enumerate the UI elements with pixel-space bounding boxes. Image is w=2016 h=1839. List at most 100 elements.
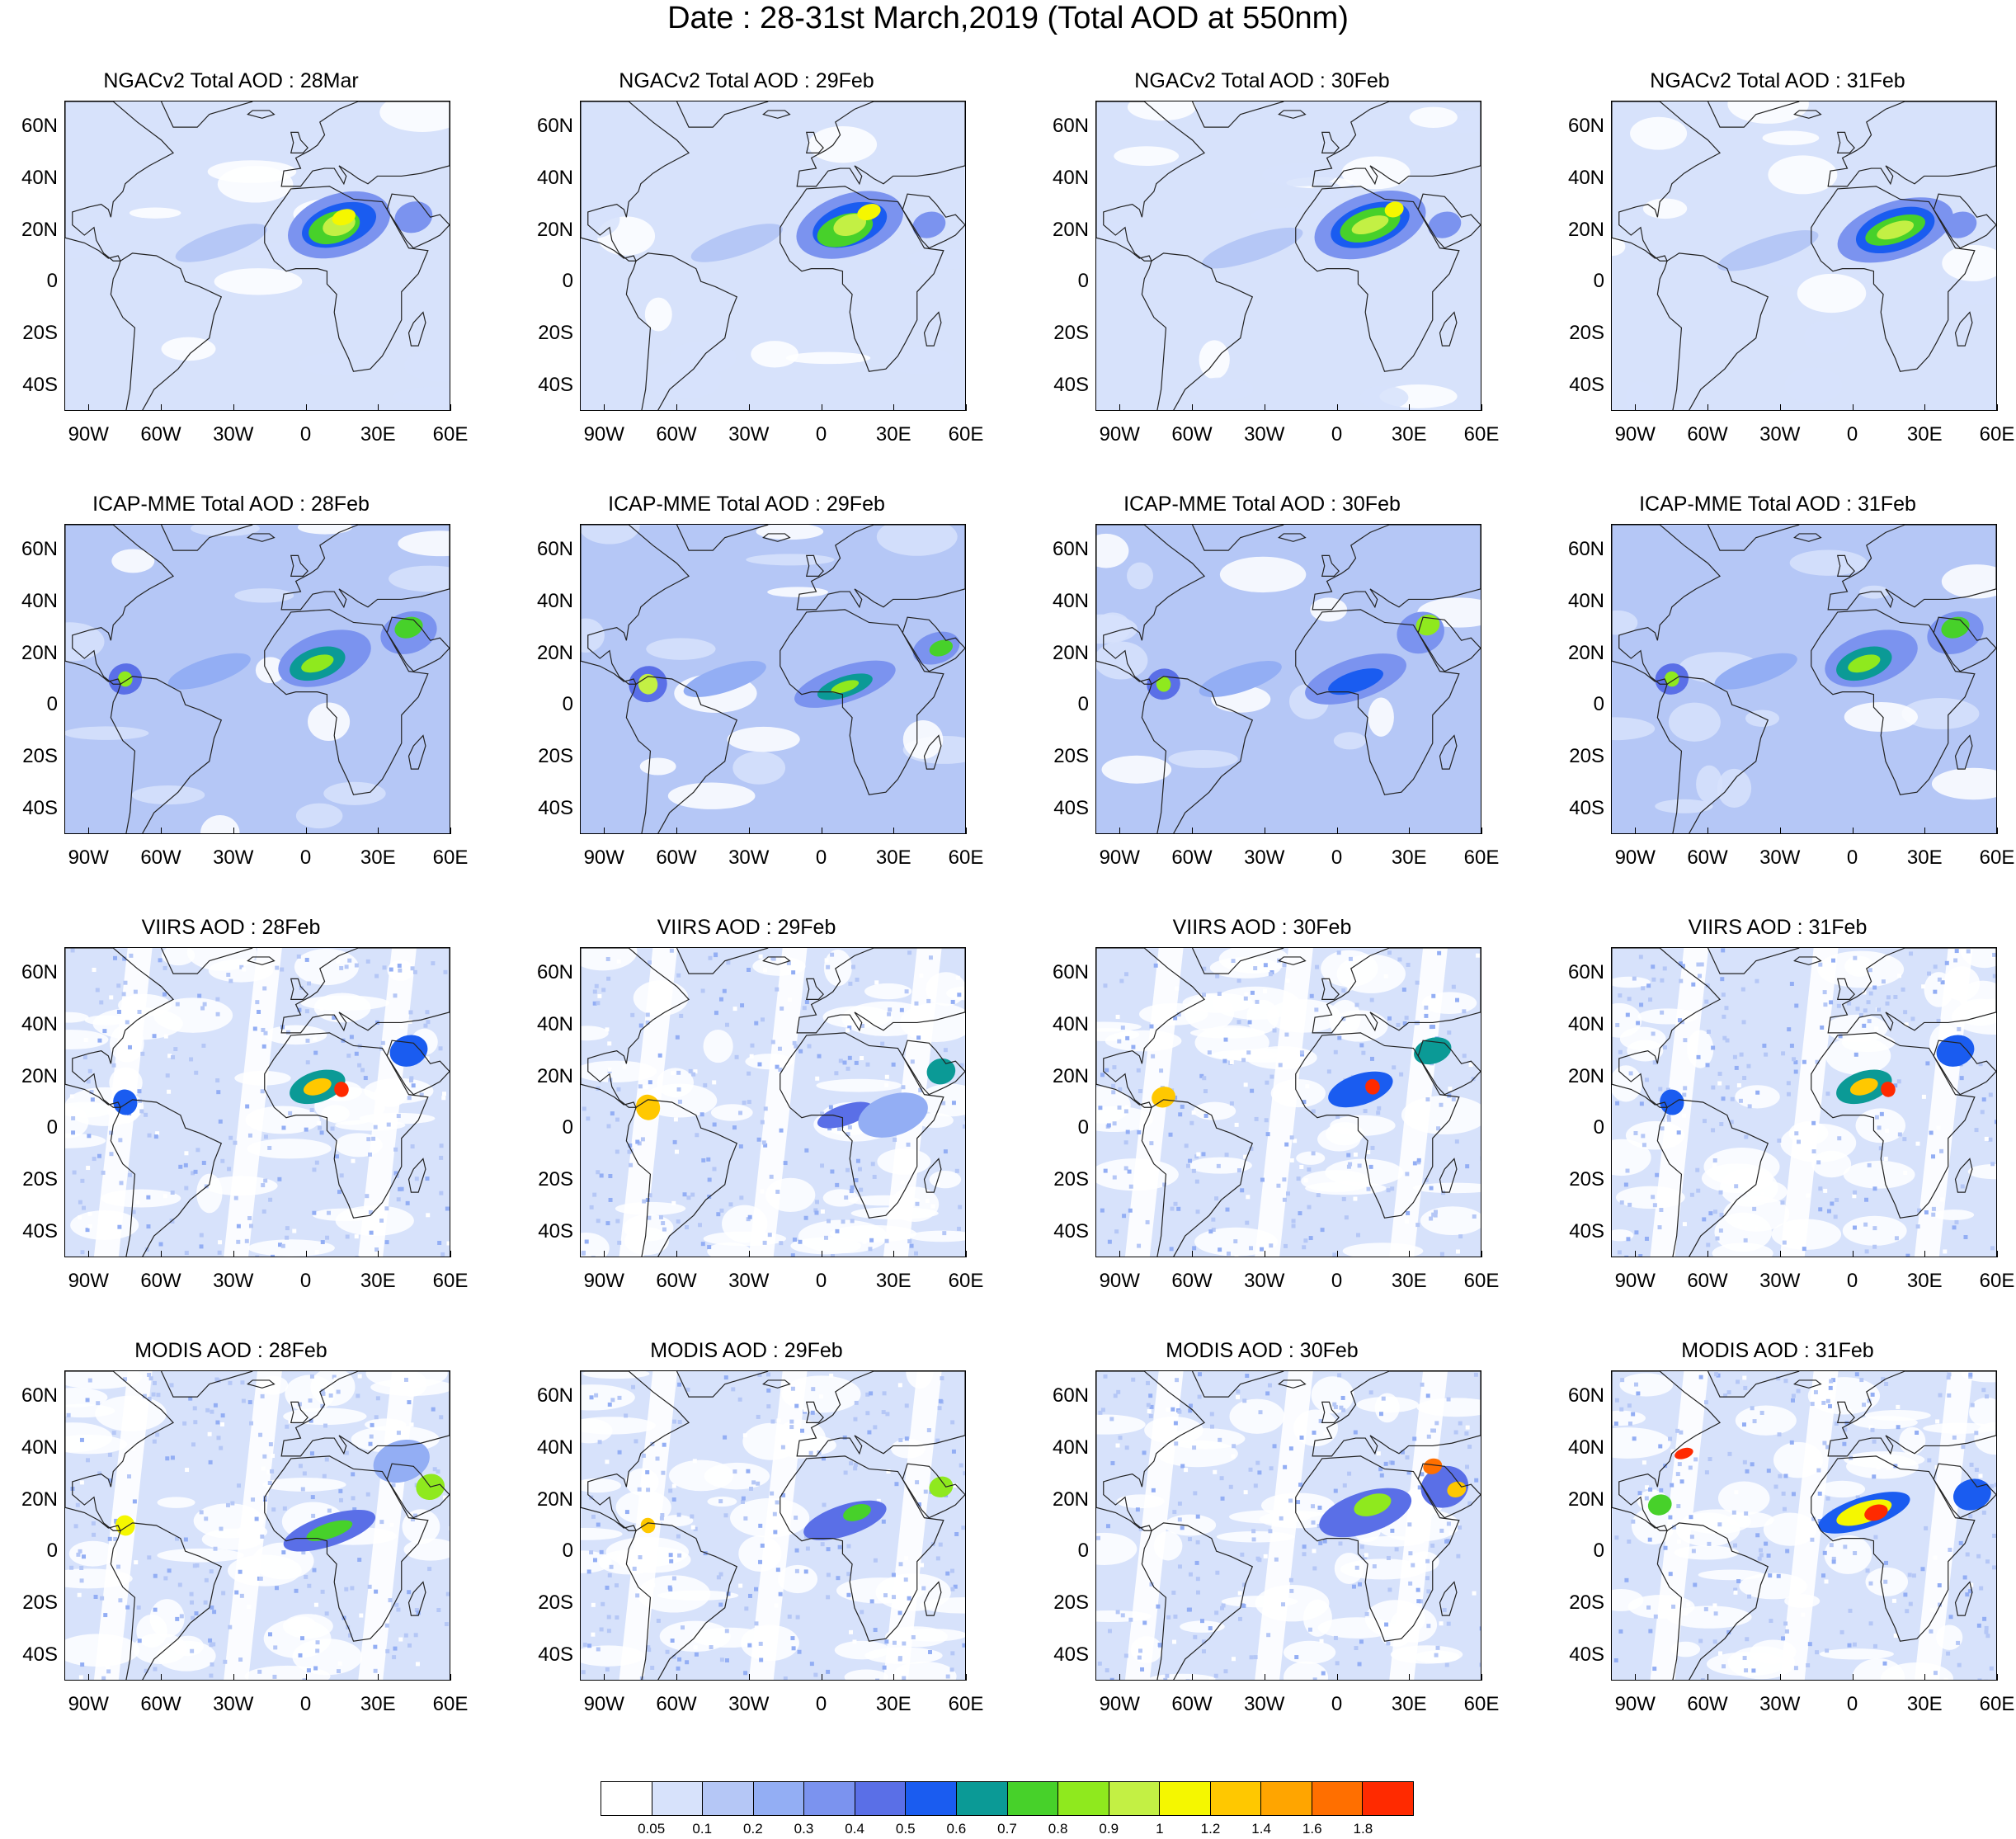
aod-map bbox=[580, 947, 966, 1257]
lat-tick-label: 40S bbox=[1569, 1643, 1604, 1666]
coastline-iceland bbox=[762, 110, 791, 119]
lon-tick-mark bbox=[676, 1674, 677, 1681]
coastline-uk bbox=[1836, 131, 1855, 153]
aerosol-plumes bbox=[108, 611, 437, 695]
lon-tick-label: 60E bbox=[432, 1270, 469, 1292]
colorbar-swatch bbox=[1109, 1782, 1161, 1815]
coastlines bbox=[1612, 1371, 1996, 1680]
coastline-uk bbox=[1321, 131, 1340, 153]
coastline-europe bbox=[796, 525, 965, 611]
aod-map bbox=[580, 1370, 966, 1681]
lon-tick-mark bbox=[1924, 1674, 1926, 1681]
coastline-uk bbox=[805, 978, 824, 1000]
map-panel: NGACv2 Total AOD : 29Feb 60N 40N 20N 0 20S 40S… bbox=[516, 68, 983, 472]
panel-title: NGACv2 Total AOD : 30Feb bbox=[1134, 69, 1390, 92]
lon-tick-label: 0 bbox=[299, 423, 312, 446]
map-panel: VIIRS AOD : 31Feb 60N 40N 20N 0 20S 40S 90W 60W 3… bbox=[1547, 914, 2014, 1318]
colorbar-swatch bbox=[753, 1782, 805, 1815]
lon-tick-label: 0 bbox=[299, 846, 312, 869]
coastline-europe bbox=[1312, 525, 1481, 611]
lat-tick-label: 20N bbox=[21, 1488, 58, 1511]
satellite-swath-gaps bbox=[1650, 1371, 1973, 1680]
lon-tick-label: 0 bbox=[299, 1270, 312, 1292]
aod-field bbox=[581, 948, 965, 1257]
coastline-iceland bbox=[247, 1379, 276, 1389]
lon-tick-mark bbox=[1779, 828, 1781, 834]
coastline-madagascar bbox=[1439, 734, 1458, 770]
colorbar-swatch bbox=[956, 1782, 1008, 1815]
lon-tick-mark bbox=[604, 404, 605, 411]
lon-tick-mark bbox=[604, 1674, 605, 1681]
map-panel: VIIRS AOD : 29Feb 60N 40N 20N 0 20S 40S 90W 60W 3… bbox=[516, 914, 983, 1318]
lon-tick-mark bbox=[233, 1251, 234, 1257]
lon-tick-label: 60E bbox=[1979, 423, 2015, 446]
lon-tick-mark bbox=[1119, 828, 1121, 834]
coastlines bbox=[581, 948, 965, 1257]
lat-tick-label: 60N bbox=[536, 115, 573, 138]
clean-air-regions bbox=[1612, 549, 1996, 813]
lon-tick-label: 30W bbox=[1759, 846, 1801, 869]
lon-tick-mark bbox=[1924, 404, 1926, 411]
coastline-south-america bbox=[625, 676, 738, 833]
coastline-south-america bbox=[1656, 676, 1769, 833]
lon-tick-mark bbox=[1635, 404, 1637, 411]
lon-tick-label: 60W bbox=[1687, 1270, 1728, 1292]
lat-tick-label: 0 bbox=[562, 270, 573, 293]
lon-tick-label: 90W bbox=[68, 1693, 109, 1715]
aod-field bbox=[581, 1371, 965, 1680]
lon-tick-mark bbox=[1192, 404, 1193, 411]
lat-tick-label: 60N bbox=[21, 961, 58, 984]
coastline-madagascar bbox=[1439, 311, 1458, 347]
coastline-madagascar bbox=[923, 311, 942, 347]
lon-tick-mark bbox=[966, 404, 967, 411]
coastline-iceland bbox=[762, 956, 791, 965]
lat-tick-label: 40N bbox=[536, 1436, 573, 1459]
coastline-south-america bbox=[1141, 1522, 1254, 1680]
lat-tick-label: 20N bbox=[1052, 1488, 1089, 1511]
lat-tick-label: 40N bbox=[21, 167, 58, 189]
lon-tick-label: 60E bbox=[432, 846, 469, 869]
coastline-iceland bbox=[247, 533, 276, 542]
coastline-greenland bbox=[676, 1371, 769, 1398]
pixel-speckle bbox=[581, 1372, 965, 1680]
coastline-south-america bbox=[1656, 1099, 1769, 1257]
lon-tick-label: 30W bbox=[1244, 423, 1285, 446]
coastline-africa bbox=[780, 1455, 944, 1642]
lon-tick-mark bbox=[748, 1674, 750, 1681]
coastline-africa bbox=[1811, 609, 1976, 795]
coastlines bbox=[1096, 948, 1481, 1257]
lon-tick-mark bbox=[88, 1674, 90, 1681]
lat-tick-label: 20S bbox=[22, 745, 58, 767]
coastline-europe bbox=[1312, 948, 1481, 1034]
colorbar-label: 1.8 bbox=[1353, 1821, 1373, 1837]
lon-tick-label: 30W bbox=[1759, 423, 1801, 446]
lon-tick-mark bbox=[1409, 404, 1411, 411]
lat-tick-label: 0 bbox=[1077, 270, 1089, 293]
aerosol-plumes bbox=[1660, 1035, 1975, 1115]
lon-tick-mark bbox=[450, 404, 451, 411]
pixel-speckle bbox=[68, 948, 450, 1257]
lat-tick-label: 20N bbox=[536, 218, 573, 241]
map-panel: NGACv2 Total AOD : 28Mar 60N 40N 20N 0 20S 40S… bbox=[0, 68, 468, 472]
coastline-uk bbox=[1321, 978, 1340, 1000]
panel-title: MODIS AOD : 31Feb bbox=[1681, 1339, 1874, 1362]
lon-tick-mark bbox=[1409, 1251, 1411, 1257]
lon-tick-label: 60W bbox=[140, 423, 181, 446]
lon-tick-label: 90W bbox=[1099, 1693, 1140, 1715]
colorbar-swatch bbox=[1312, 1782, 1364, 1815]
lon-tick-label: 30E bbox=[875, 846, 911, 869]
lat-tick-label: 0 bbox=[1593, 1116, 1604, 1139]
coastlines bbox=[1096, 1371, 1481, 1680]
lon-tick-label: 30E bbox=[360, 1270, 396, 1292]
coastline-arabia bbox=[1417, 193, 1481, 249]
lon-tick-mark bbox=[305, 1674, 307, 1681]
aod-field bbox=[1612, 525, 1996, 833]
aod-map bbox=[1611, 1370, 1997, 1681]
lon-tick-label: 0 bbox=[815, 1693, 827, 1715]
lat-tick-label: 20S bbox=[538, 1591, 573, 1614]
clean-air-regions bbox=[581, 125, 965, 399]
map-panel: NGACv2 Total AOD : 31Feb 60N 40N 20N 0 20S 40S… bbox=[1547, 68, 2014, 472]
lon-tick-label: 30E bbox=[1391, 423, 1427, 446]
coastline-iceland bbox=[1793, 533, 1822, 542]
map-panel: ICAP-MME Total AOD : 28Feb 60N 40N 20N 0 20S 4… bbox=[0, 491, 468, 895]
